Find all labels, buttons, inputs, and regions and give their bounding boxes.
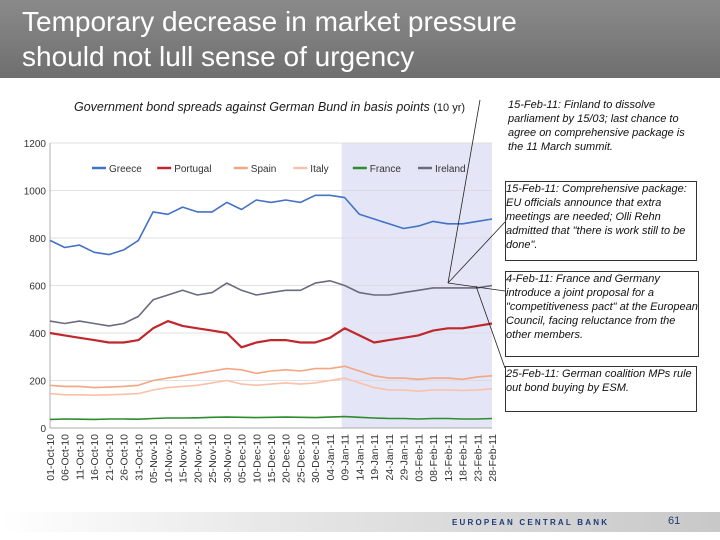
x-tick-label: 01-Oct-10 [45,434,57,481]
slide-title-line-2: should not lull sense of urgency [22,41,415,72]
annotation-pointer [447,99,481,284]
legend-label-greece: Greece [109,164,142,175]
x-tick-label: 31-Oct-10 [133,434,145,481]
annotation-german-mps: 25-Feb-11: German coalition MPs rule out… [505,366,697,412]
legend-label-ireland: Ireland [435,164,466,175]
x-tick-label: 03-Feb-11 [413,434,425,482]
x-tick-label: 20-Nov-10 [192,434,204,483]
slide-title-line-1: Temporary decrease in market pressure [22,6,517,37]
chart-title-text: Government bond spreads against German B… [74,100,430,114]
x-tick-label: 06-Oct-10 [60,434,72,481]
annotation-finland: 15-Feb-11: Finland to dissolve parliamen… [508,98,692,154]
x-tick-label: 11-Oct-10 [74,434,86,480]
title-bar: Temporary decrease in market pressure sh… [0,0,720,78]
x-tick-label: 24-Jan-11 [384,434,396,481]
x-tick-label: 05-Nov-10 [148,434,160,483]
x-tick-label: 05-Dec-10 [237,434,249,483]
x-tick-label: 10-Dec-10 [251,434,263,483]
x-tick-label: 15-Nov-10 [178,434,190,483]
x-tick-label: 08-Feb-11 [428,434,440,482]
y-tick-label: 400 [29,329,46,340]
y-tick-label: 600 [29,282,46,293]
y-tick-label: 200 [29,377,46,388]
footer-bar [0,512,720,532]
x-tick-label: 20-Dec-10 [281,434,293,483]
x-tick-label: 16-Oct-10 [89,434,101,481]
annotation-comprehensive-package: 15-Feb-11: Comprehensive package: EU off… [505,181,697,261]
x-tick-label: 30-Dec-10 [310,434,322,483]
x-tick-label: 04-Jan-11 [325,434,337,481]
series-line-spain [49,365,493,389]
x-tick-label: 21-Oct-10 [104,434,116,481]
slide-title: Temporary decrease in market pressure sh… [22,4,712,74]
legend-label-spain: Spain [251,164,277,175]
annotation-pointer [447,221,506,284]
x-tick-label: 18-Feb-11 [458,434,470,482]
annotation-pointer [475,285,506,369]
x-tick-label: 28-Feb-11 [487,434,499,482]
legend-label-france: France [370,164,402,175]
y-tick-label: 0 [40,424,46,435]
legend-label-italy: Italy [310,164,328,175]
x-tick-label: 25-Nov-10 [207,434,219,483]
x-tick-label: 10-Nov-10 [163,434,175,483]
x-tick-label: 30-Nov-10 [222,434,234,483]
series-line-ireland [49,279,493,327]
y-tick-label: 1000 [24,187,47,198]
x-tick-label: 23-Feb-11 [472,434,484,482]
x-tick-label: 09-Jan-11 [340,434,352,481]
x-tick-label: 15-Dec-10 [266,434,278,483]
chart-title-suffix: (10 yr) [433,102,466,114]
y-tick-label: 1200 [24,139,47,150]
x-tick-label: 14-Jan-11 [354,434,366,481]
chart-title: Government bond spreads against German B… [74,100,474,115]
series-line-greece [49,194,493,256]
x-tick-label: 19-Jan-11 [369,434,381,481]
x-tick-label: 29-Jan-11 [399,434,411,481]
x-tick-label: 26-Oct-10 [119,434,131,481]
x-tick-label: 13-Feb-11 [443,434,455,482]
ecb-label: EUROPEAN CENTRAL BANK [452,518,610,527]
page-number: 61 [668,515,681,527]
series-line-france [49,415,493,421]
y-tick-label: 800 [29,234,46,245]
series-line-portugal [49,320,493,349]
annotation-competitiveness-pact: 4-Feb-11: France and Germany introduce a… [505,271,699,357]
x-tick-label: 25-Dec-10 [295,434,307,483]
series-line-italy [49,377,493,397]
legend-label-portugal: Portugal [174,164,211,175]
